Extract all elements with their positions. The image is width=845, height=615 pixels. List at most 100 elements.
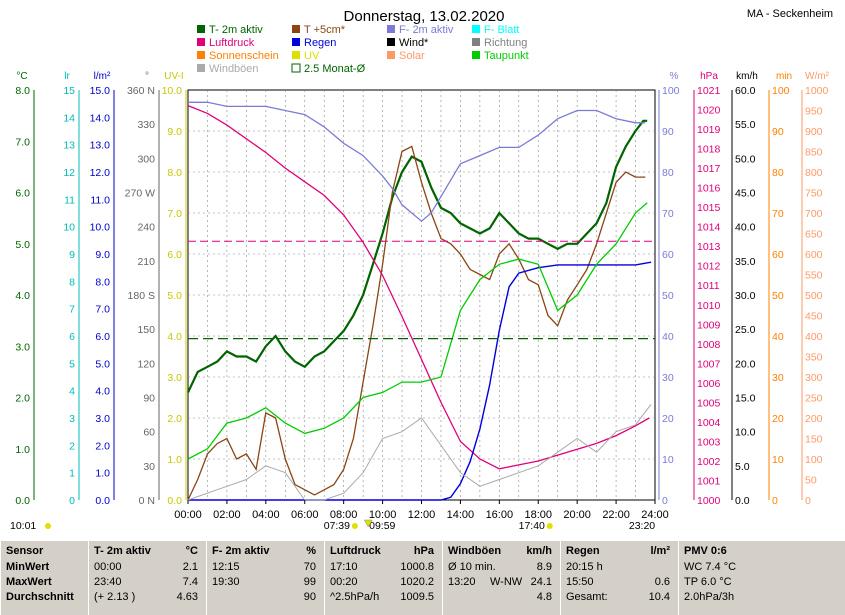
right-axis-tick: 40 bbox=[772, 331, 784, 343]
right-axis-tick: 0.0 bbox=[735, 495, 750, 507]
left-axis-tick: 12.0 bbox=[90, 167, 111, 179]
left-axis-tick: 0 N bbox=[139, 495, 155, 507]
x-tick-label: 04:00 bbox=[252, 509, 280, 521]
left-axis-tick: 1.0 bbox=[95, 468, 110, 480]
right-axis-tick: 0 bbox=[805, 495, 811, 507]
right-axis-tick: 1018 bbox=[697, 144, 721, 156]
table-cell-label: MinWert bbox=[6, 561, 50, 573]
left-axis-tick: 6.0 bbox=[95, 331, 110, 343]
left-axis-tick: 2.0 bbox=[95, 440, 110, 452]
right-axis-tick: 550 bbox=[805, 270, 823, 282]
table-column: F- 2m aktiv% 12:15 70 19:30 99 90 bbox=[206, 541, 325, 615]
right-axis-tick: 15.0 bbox=[735, 393, 756, 405]
series-layer bbox=[187, 101, 655, 501]
left-axis-tick: 1.0 bbox=[15, 444, 30, 456]
right-axis-tick: 70 bbox=[662, 208, 674, 220]
table-header-unit: l/m² bbox=[650, 545, 670, 557]
left-axis-tick: 120 bbox=[137, 358, 155, 370]
right-axis-tick: 40 bbox=[662, 331, 674, 343]
legend-label: Wind* bbox=[399, 37, 429, 49]
table-cell-label: Gesamt: bbox=[566, 591, 608, 603]
right-axis-tick: 50 bbox=[772, 290, 784, 302]
left-axis-tick: 14 bbox=[63, 112, 75, 124]
right-axis-tick: 1002 bbox=[697, 456, 721, 468]
table-cell-value: 4.8 bbox=[536, 591, 552, 603]
weather-chart: Donnerstag, 13.02.2020 MA - Seckenheim T… bbox=[10, 8, 834, 532]
table-cell-label: (+ 2.13 ) bbox=[94, 591, 136, 603]
left-axis-tick: 4.0 bbox=[15, 290, 30, 302]
chart-title: Donnerstag, 13.02.2020 bbox=[344, 8, 505, 25]
table-header: T- 2m aktiv °C bbox=[94, 544, 202, 559]
x-axis: 00:00 02:00 04:00 06:00 08:00 10:00 12:00 14:00… bbox=[174, 500, 669, 521]
legend-swatch bbox=[472, 38, 480, 46]
table-header: Luftdruck hPa bbox=[330, 544, 438, 559]
left-axis-tick: 11 bbox=[64, 194, 75, 206]
sun-marks: 10:01 07:39 09:59 17:40 23:20 bbox=[10, 519, 655, 532]
left-axis-tick: 10 bbox=[63, 222, 75, 234]
left-axis-tick: 3 bbox=[69, 413, 75, 425]
left-axis-tick: 8.0 bbox=[167, 167, 182, 179]
table-row: ^2.5hPa/h 1009.5 bbox=[330, 590, 438, 605]
right-axis-tick: 1006 bbox=[697, 378, 721, 390]
x-tick-label: 02:00 bbox=[213, 509, 241, 521]
table-header-unit: km/h bbox=[526, 545, 552, 557]
right-axis-tick: 55.0 bbox=[735, 119, 756, 131]
right-axis-tick: 1004 bbox=[697, 417, 721, 429]
right-axis-tick: 50.0 bbox=[735, 153, 756, 165]
right-axis-tick: 850 bbox=[805, 147, 823, 159]
right-axis-tick: 900 bbox=[805, 126, 823, 138]
right-axis-tick: 30 bbox=[772, 372, 784, 384]
right-axis-tick: 30.0 bbox=[735, 290, 756, 302]
right-axis-tick: 1019 bbox=[697, 124, 721, 136]
table-row: 12:15 70 bbox=[212, 560, 320, 575]
legend-label: Taupunkt bbox=[484, 50, 529, 62]
right-axis-tick: 1013 bbox=[697, 241, 721, 253]
left-axis-tick: 30 bbox=[143, 461, 155, 473]
left-axis-tick: 4.0 bbox=[167, 331, 182, 343]
right-axis-tick: 35.0 bbox=[735, 256, 756, 268]
table-row: (+ 2.13 ) 4.63 bbox=[94, 590, 202, 605]
table-cell-value: 1009.5 bbox=[400, 591, 434, 603]
series-line bbox=[187, 104, 650, 470]
legend-swatch bbox=[387, 51, 395, 59]
legend-swatch bbox=[387, 38, 395, 46]
right-axis-tick: 50 bbox=[662, 290, 674, 302]
sun-mark-sunset: 17:40 bbox=[519, 520, 545, 532]
right-axis-tick: 10 bbox=[662, 454, 674, 466]
summary-table: Sensor MinWert MaxWert Durchschnitt T- 2m ak… bbox=[0, 541, 845, 615]
sun-icon bbox=[546, 523, 553, 529]
legend-label: Windböen bbox=[209, 63, 259, 75]
x-tick-label: 18:00 bbox=[524, 509, 552, 521]
table-cell-label: Durchschnitt bbox=[6, 591, 74, 603]
left-axis-tick: 0.0 bbox=[15, 495, 30, 507]
right-axis-tick: 20 bbox=[662, 413, 674, 425]
legend-swatch bbox=[292, 51, 300, 59]
sun-icon bbox=[45, 523, 51, 529]
right-axis-tick: 1001 bbox=[697, 475, 721, 487]
left-axis-tick: 360 N bbox=[127, 85, 155, 97]
table-header-title: Windböen bbox=[448, 545, 502, 557]
left-axis-tick: 7.0 bbox=[95, 304, 110, 316]
table-row: 15:50 0.6 bbox=[566, 575, 674, 590]
right-axis-tick: 100 bbox=[772, 85, 790, 97]
table-cell-label: TP 6.0 °C bbox=[684, 576, 732, 588]
table-cell-value: 7.4 bbox=[182, 576, 198, 588]
right-axis-unit: km/h bbox=[736, 71, 758, 82]
right-axis-tick: 1014 bbox=[697, 222, 721, 234]
table-header: PMV 0:6 bbox=[684, 544, 841, 559]
legend-swatch bbox=[197, 51, 205, 59]
table-cell-value: 24.1 bbox=[530, 576, 552, 588]
left-axis-tick: 2.0 bbox=[167, 413, 182, 425]
left-axis-tick: 13.0 bbox=[90, 140, 111, 152]
table-cell-label: 2.0hPa/3h bbox=[684, 591, 735, 603]
table-header: Windböen km/h bbox=[448, 544, 556, 559]
sun-mark-sunrise: 07:39 bbox=[324, 520, 350, 532]
left-axis-tick: 4 bbox=[69, 386, 75, 398]
right-axis-tick: 30 bbox=[662, 372, 674, 384]
legend-label: F- 2m aktiv bbox=[399, 24, 454, 36]
right-axis-tick: 1008 bbox=[697, 339, 721, 351]
right-axis-tick: 250 bbox=[805, 393, 823, 405]
table-cell-value: 90 bbox=[303, 591, 316, 603]
left-axis-tick: 7 bbox=[69, 304, 75, 316]
table-column: PMV 0:6 WC 7.4 °C TP 6.0 °C 2.0hPa/3h bbox=[678, 541, 845, 615]
